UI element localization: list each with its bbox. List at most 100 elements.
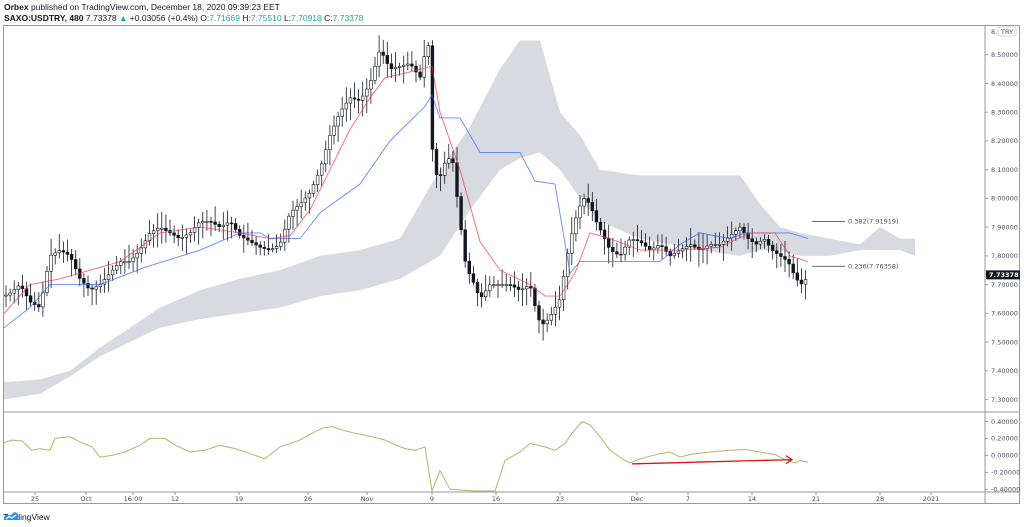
bearish-candle — [229, 222, 234, 225]
bullish-candle — [762, 239, 767, 242]
osc-tick-label: -0.20000 — [991, 469, 1020, 477]
bearish-candle — [598, 221, 603, 231]
bearish-candle — [213, 221, 217, 225]
time-tick-label: 16 — [492, 495, 500, 503]
bearish-candle — [508, 284, 512, 286]
bullish-candle — [803, 279, 808, 285]
publisher-name: Orbex — [4, 2, 29, 12]
bullish-candle — [500, 284, 504, 286]
bullish-candle — [324, 149, 328, 165]
bullish-candle — [291, 209, 295, 217]
bullish-candle — [504, 284, 508, 286]
kijun-sen-line — [3, 93, 809, 329]
bullish-candle — [270, 248, 275, 250]
bullish-candle — [16, 285, 20, 290]
arrow-head-icon — [785, 455, 794, 465]
price-change: +0.03056 (+0.4%) — [129, 13, 198, 23]
bearish-candle — [28, 295, 33, 303]
bullish-candle — [151, 230, 156, 235]
bearish-candle — [410, 63, 414, 67]
high-label: H: — [242, 13, 251, 23]
bullish-candle — [41, 292, 45, 308]
bullish-candle — [53, 252, 57, 256]
bullish-candle — [205, 221, 209, 223]
candlestick-series — [4, 35, 808, 341]
bearish-candle — [754, 241, 759, 245]
bearish-candle — [512, 284, 517, 288]
bearish-candle — [594, 210, 599, 223]
bullish-candle — [106, 274, 111, 280]
bullish-candle — [299, 202, 303, 208]
bullish-candle — [422, 56, 426, 78]
bearish-candle — [602, 229, 607, 239]
bullish-candle — [360, 95, 365, 101]
price-tick-label: 7.30000 — [991, 396, 1018, 404]
bullish-candle — [336, 116, 340, 127]
price-tick-label: 7.70000 — [991, 281, 1018, 289]
currency-badge[interactable] — [997, 26, 1017, 37]
bullish-candle — [623, 246, 627, 255]
price-tick-label: 8.30000 — [991, 108, 1018, 116]
bearish-candle — [20, 285, 25, 290]
price-tick-label: 8.00000 — [991, 195, 1018, 203]
fib-level-label: 0.382(7.91919) — [848, 218, 899, 226]
up-arrow-icon: ▲ — [119, 13, 128, 23]
bearish-candle — [246, 237, 250, 241]
bearish-candle — [172, 232, 176, 236]
bullish-candle — [221, 224, 225, 227]
bearish-candle — [389, 63, 394, 70]
bullish-candle — [156, 228, 160, 232]
time-tick-label: 9 — [430, 495, 434, 503]
bullish-candle — [524, 286, 529, 290]
time-tick-label: 28 — [876, 495, 884, 503]
bearish-candle — [385, 55, 389, 64]
bullish-candle — [4, 294, 8, 297]
bullish-candle — [721, 241, 726, 245]
bullish-candle — [582, 198, 586, 207]
bearish-candle — [451, 158, 455, 163]
bullish-candle — [570, 233, 574, 254]
bullish-candle — [344, 102, 348, 110]
bullish-candle — [561, 276, 566, 301]
bearish-candle — [787, 259, 791, 265]
bearish-candle — [606, 238, 611, 248]
time-tick-label: 21 — [812, 495, 820, 503]
bullish-candle — [110, 269, 115, 276]
bearish-candle — [783, 256, 787, 260]
fibonacci-levels[interactable]: 0.382(7.91919) 0.236(7.76358) — [812, 218, 899, 271]
tradingview-logo-icon — [4, 512, 18, 520]
bearish-candle — [242, 235, 246, 239]
bullish-candle — [377, 51, 381, 67]
bearish-candle — [381, 51, 385, 56]
tradingview-branding[interactable]: TradingView — [3, 511, 50, 523]
oscillator-line — [3, 420, 809, 493]
low-label: L: — [283, 13, 292, 23]
price-tick-label: 7.90000 — [991, 223, 1018, 231]
divergence-arrow[interactable] — [631, 458, 793, 465]
bullish-candle — [180, 237, 184, 239]
time-tick-label: 12 — [171, 495, 179, 503]
bearish-candle — [356, 98, 361, 101]
bullish-candle — [315, 174, 320, 185]
price-tick-label: 7.60000 — [991, 310, 1018, 318]
time-tick-label: 14 — [748, 495, 756, 503]
bullish-candle — [274, 246, 279, 250]
bearish-candle — [164, 227, 168, 231]
fib-level-label: 0.236(7.76358) — [848, 262, 899, 270]
price-tick-label: 8.10000 — [991, 166, 1018, 174]
bearish-candle — [647, 246, 652, 251]
bullish-candle — [738, 226, 742, 231]
bullish-candle — [393, 67, 398, 70]
bearish-candle — [217, 224, 221, 228]
bullish-candle — [188, 232, 193, 236]
bearish-candle — [643, 242, 648, 247]
bearish-candle — [258, 244, 262, 248]
brand-name: TradingView — [3, 512, 50, 522]
bearish-candle — [479, 292, 484, 298]
bearish-candle — [65, 251, 70, 255]
bullish-candle — [319, 163, 324, 176]
axes[interactable]: 8.50000 8.40000 8.30000 8.20000 8.10000 8.000… — [3, 26, 1020, 503]
bullish-candle — [553, 306, 558, 315]
bullish-candle — [115, 265, 119, 271]
